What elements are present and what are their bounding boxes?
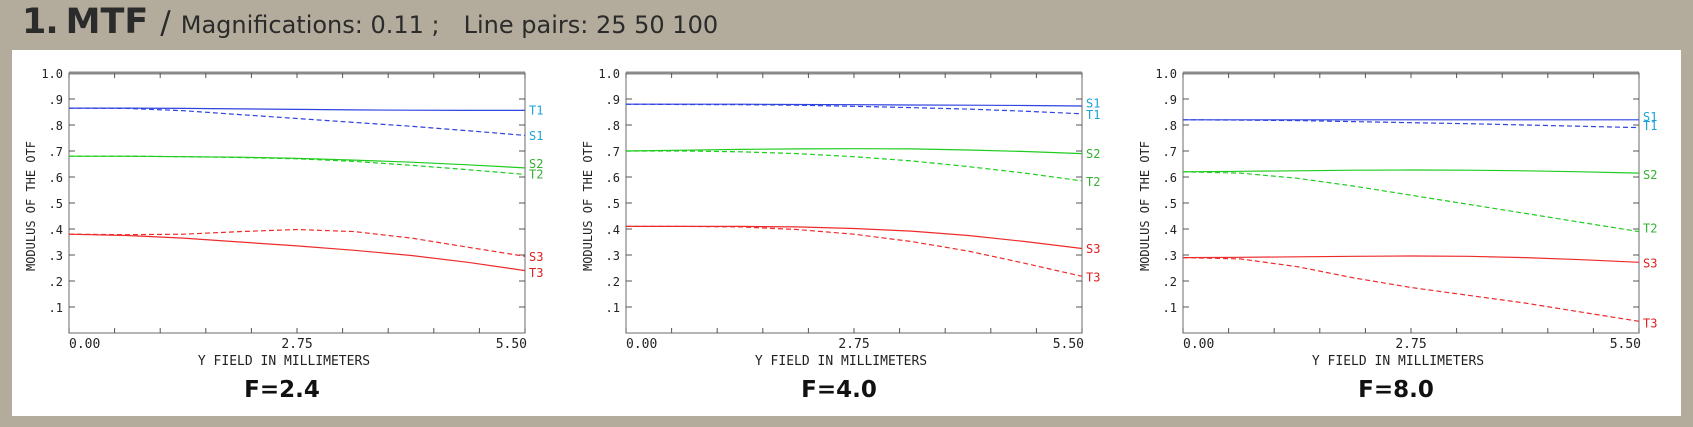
page-title: MTF <box>65 2 149 42</box>
series-line-s2 <box>1182 169 1640 174</box>
x-tick-label: 5.50 <box>1053 337 1084 352</box>
mtf-chart-2: 1.0 .9 .8 .7 .6 .5 .4 .3 .2 .1 0.00 2.75 5.50 Y FIELD… <box>581 67 1100 403</box>
series-line-t2 <box>626 150 1083 182</box>
series-end-label: T1 <box>529 103 543 117</box>
x-tick-label: 0.00 <box>69 337 100 352</box>
series-line-t2 <box>69 155 526 175</box>
series-line-s1 <box>68 107 526 136</box>
series-line-t2 <box>1182 171 1640 233</box>
y-tick-label: .2 <box>606 275 620 289</box>
series-line-t3 <box>1182 257 1640 322</box>
y-tick-label: .4 <box>1163 223 1177 237</box>
y-tick-label: .1 <box>49 301 63 315</box>
series-end-label: T3 <box>1643 317 1657 331</box>
plot-frame <box>68 72 526 334</box>
x-tick-label: 2.75 <box>281 337 312 352</box>
series-line-t1 <box>69 107 525 112</box>
x-tick-label: 0.00 <box>1183 337 1214 352</box>
y-tick-label: .7 <box>606 145 620 159</box>
series-line-s2 <box>625 148 1083 155</box>
mtf-charts-svg: 1.0 .9 .8 .7 .6 .5 .4 .3 .2 .1 0.00 2.75 5.50 Y FIELD… <box>24 67 1657 403</box>
y-axis-label: MODULUS OF THE OTF <box>1138 141 1152 271</box>
y-tick-label: .7 <box>49 145 63 159</box>
series-line-t3 <box>68 233 526 272</box>
y-tick-label: .8 <box>606 119 620 133</box>
series-line-s3 <box>68 228 526 257</box>
series-line-s3 <box>1182 255 1640 263</box>
x-tick-label: 2.75 <box>1395 337 1426 352</box>
y-tick-label: .2 <box>49 275 63 289</box>
mtf-chart-1: 1.0 .9 .8 .7 .6 .5 .4 .3 .2 .1 0.00 2.75 5.50 Y FIELD… <box>24 67 543 403</box>
series-end-label: S1 <box>1086 96 1100 110</box>
y-tick-label: .8 <box>1163 119 1177 133</box>
series-end-label: S2 <box>529 157 543 171</box>
y-tick-label: .4 <box>606 223 620 237</box>
series-end-label: S2 <box>1086 147 1100 161</box>
y-tick-label: .4 <box>49 223 63 237</box>
x-axis-label: Y FIELD IN MILLIMETERS <box>755 354 927 369</box>
series-end-label: S1 <box>529 129 543 143</box>
x-tick-label: 5.50 <box>1610 337 1641 352</box>
section-number: 1. <box>22 2 59 42</box>
series-line-s2 <box>69 155 526 169</box>
series-end-label: T2 <box>529 168 543 182</box>
series-end-label: S2 <box>1643 168 1657 182</box>
plot-frame <box>1182 72 1640 334</box>
y-tick-label: .9 <box>1163 93 1177 107</box>
y-tick-label: .3 <box>1163 249 1177 263</box>
series-end-label: T2 <box>1643 222 1657 236</box>
mtf-chart-3: 1.0 .9 .8 .7 .6 .5 .4 .3 .2 .1 0.00 2.75 5.50 Y FIELD… <box>1138 67 1657 403</box>
magnifications-label: Magnifications: 0.11 ; <box>180 11 440 39</box>
y-tick-label: .3 <box>49 249 63 263</box>
series-end-label: T3 <box>529 266 543 280</box>
y-tick-label: .3 <box>606 249 620 263</box>
plot-frame <box>625 72 1083 334</box>
series-end-label: S1 <box>1643 110 1657 124</box>
y-tick-label: .6 <box>49 171 63 185</box>
y-tick-label: .9 <box>49 93 63 107</box>
y-axis-label: MODULUS OF THE OTF <box>24 141 38 271</box>
series-line-t1 <box>1182 119 1640 129</box>
series-end-label: T2 <box>1086 175 1100 189</box>
y-tick-label: .6 <box>606 171 620 185</box>
y-tick-label: .5 <box>49 197 63 211</box>
x-axis-label: Y FIELD IN MILLIMETERS <box>1312 354 1484 369</box>
chart-title: F=4.0 <box>801 377 877 403</box>
series-end-label: T1 <box>1643 119 1657 133</box>
series-line-s3 <box>626 225 1083 250</box>
x-tick-label: 2.75 <box>838 337 869 352</box>
y-tick-label: .1 <box>1163 301 1177 315</box>
y-tick-label: .2 <box>1163 275 1177 289</box>
series-end-label: S3 <box>1643 256 1657 270</box>
page-header: 1. MTF / Magnifications: 0.11 ; Line pai… <box>22 2 718 48</box>
line-pairs-label: Line pairs: 25 50 100 <box>463 11 719 39</box>
x-tick-label: 5.50 <box>496 337 527 352</box>
series-line-t3 <box>626 225 1083 277</box>
series-end-label: T1 <box>1086 108 1100 122</box>
y-tick-label: .8 <box>49 119 63 133</box>
series-end-label: S3 <box>529 250 543 264</box>
y-tick-label: .1 <box>606 301 620 315</box>
y-tick-label: .7 <box>1163 145 1177 159</box>
y-tick-label: .6 <box>1163 171 1177 185</box>
x-tick-label: 0.00 <box>626 337 657 352</box>
y-tick-label: 1.0 <box>41 67 63 81</box>
title-separator: / <box>160 5 171 41</box>
chart-title: F=2.4 <box>244 377 320 403</box>
charts-panel: 1.0 .9 .8 .7 .6 .5 .4 .3 .2 .1 0.00 2.75 5.50 Y FIELD… <box>12 50 1681 416</box>
y-tick-label: .5 <box>606 197 620 211</box>
series-end-label: S3 <box>1086 242 1100 256</box>
series-end-label: T3 <box>1086 270 1100 284</box>
y-axis-label: MODULUS OF THE OTF <box>581 141 595 271</box>
y-tick-label: 1.0 <box>1155 67 1177 81</box>
x-axis-label: Y FIELD IN MILLIMETERS <box>198 354 370 369</box>
chart-title: F=8.0 <box>1358 377 1434 403</box>
y-tick-label: .9 <box>606 93 620 107</box>
y-tick-label: 1.0 <box>598 67 620 81</box>
series-line-t1 <box>625 103 1083 115</box>
y-tick-label: .5 <box>1163 197 1177 211</box>
